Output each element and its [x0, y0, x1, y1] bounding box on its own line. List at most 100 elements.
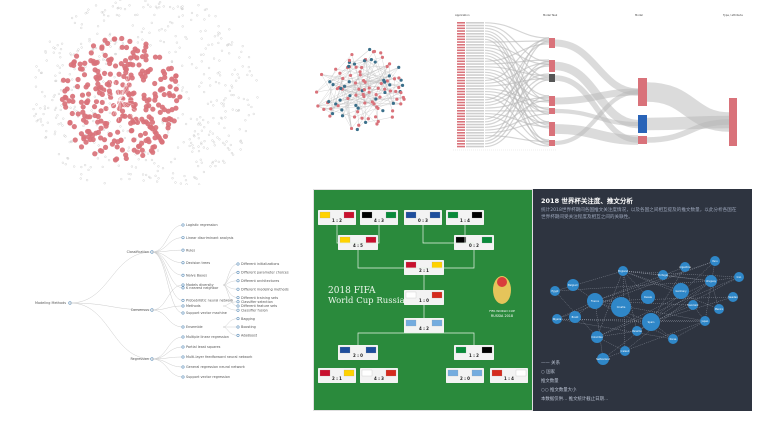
sankey-left-label	[466, 85, 484, 87]
core-node	[152, 91, 158, 97]
sankey-left-node	[457, 82, 465, 85]
core-node	[90, 136, 96, 143]
logo-text: RUSSIA 2018	[491, 314, 513, 318]
network-graph-panel	[285, 0, 445, 185]
sankey-left-node	[457, 129, 465, 131]
network-node	[336, 104, 340, 108]
outer-node	[150, 158, 154, 162]
sankey-left-label	[466, 101, 484, 104]
core-node	[143, 104, 150, 110]
core-node	[83, 84, 89, 90]
outer-node	[207, 133, 211, 136]
core-node	[92, 151, 98, 157]
core-node	[141, 48, 148, 54]
sankey-left-label	[466, 129, 484, 131]
outer-node	[247, 56, 251, 59]
outer-node	[68, 141, 71, 144]
tree-node	[181, 248, 185, 252]
legend-item: 本数据仅供… 推文统计截止日期…	[541, 397, 609, 402]
network-edge	[384, 89, 401, 93]
outer-node	[168, 5, 172, 9]
network-node	[391, 109, 395, 113]
outer-node	[244, 119, 247, 122]
tree-sub-label: Boosting	[241, 325, 256, 329]
network-node	[358, 70, 362, 74]
outer-node	[37, 69, 41, 72]
outer-node	[88, 37, 91, 41]
core-node	[134, 55, 140, 61]
outer-node	[179, 182, 182, 185]
match-card: 2 : 0	[338, 345, 378, 360]
outer-node	[256, 96, 259, 99]
outer-node	[113, 76, 116, 79]
core-edge	[119, 90, 122, 101]
tweet-network-subtitle: 统计2018世界杯期间各国推文关注度情况，以及各国之间相互提及的推文数量，以此分…	[541, 208, 737, 220]
network-node	[392, 77, 397, 81]
tree-root-label: Modeling Methods	[35, 301, 66, 305]
core-node	[80, 109, 86, 115]
outer-node	[195, 177, 198, 180]
core-node	[174, 98, 180, 104]
outer-node	[239, 148, 242, 151]
outer-node	[184, 35, 187, 39]
sankey-task-node	[549, 96, 555, 106]
outer-node	[58, 51, 61, 55]
outer-node	[56, 114, 59, 117]
country-node	[611, 297, 631, 317]
outer-node	[43, 105, 46, 108]
core-node	[125, 90, 131, 96]
network-node	[379, 51, 383, 55]
outer-node	[128, 4, 131, 7]
bracket-line	[424, 332, 475, 345]
tree-node	[181, 273, 185, 277]
network-node	[327, 99, 331, 104]
outer-node	[142, 179, 145, 182]
core-node	[85, 91, 92, 97]
core-node	[136, 143, 143, 149]
network-node	[347, 64, 351, 68]
network-node	[356, 110, 360, 114]
outer-node	[192, 147, 195, 150]
outer-node	[160, 27, 163, 31]
outer-node	[61, 161, 64, 164]
outer-node	[41, 90, 44, 94]
sankey-left-node	[457, 115, 465, 118]
tweet-edge	[594, 300, 674, 340]
network-edge	[362, 90, 379, 109]
outer-node	[154, 174, 157, 177]
network-node	[374, 97, 378, 101]
tree-node	[181, 311, 185, 315]
tree-node	[181, 355, 185, 359]
network-node	[319, 72, 324, 77]
match-card: 0 : 2	[454, 235, 494, 250]
outer-node	[226, 43, 229, 46]
outer-node	[157, 2, 161, 5]
outer-node	[223, 126, 226, 130]
outer-node	[129, 173, 132, 176]
outer-node	[218, 71, 221, 74]
sankey-left-label	[466, 107, 484, 109]
outer-node	[195, 66, 198, 69]
tree-link	[69, 302, 153, 360]
tree-node	[181, 375, 185, 379]
tweet-edge	[662, 274, 712, 282]
core-node	[111, 36, 117, 42]
match-score: 2 : 1	[332, 376, 342, 381]
outer-node	[246, 98, 249, 102]
outer-node	[193, 176, 196, 179]
network-edge	[365, 59, 382, 84]
network-node	[342, 84, 347, 88]
outer-node	[117, 164, 120, 167]
outer-node	[71, 78, 74, 81]
outer-node	[238, 56, 241, 59]
tree-link	[151, 358, 184, 368]
network-node	[373, 60, 377, 64]
network-node	[385, 64, 389, 69]
core-node	[168, 116, 174, 123]
match-score: 4 : 3	[374, 218, 384, 223]
core-node	[152, 97, 158, 103]
tweet-network-title: 2018 世界杯关注度、推文分析	[541, 197, 633, 205]
sankey-left-label	[466, 60, 484, 63]
network-node	[364, 120, 368, 125]
core-node	[134, 48, 141, 54]
